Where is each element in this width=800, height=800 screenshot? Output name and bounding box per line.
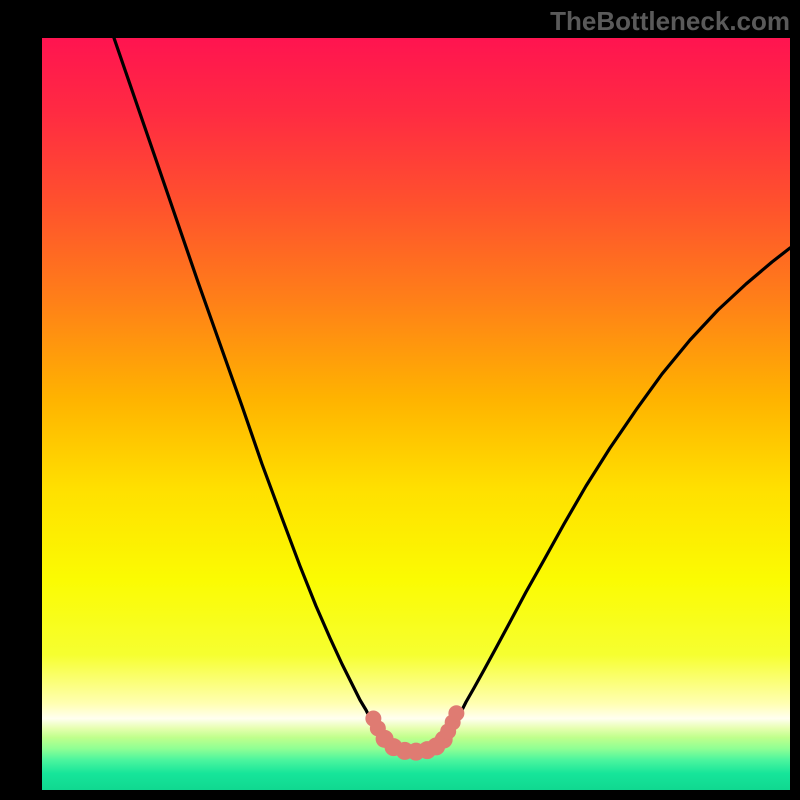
watermark-text: TheBottleneck.com xyxy=(550,6,790,37)
chart-plot-area xyxy=(42,38,790,790)
valley-marker xyxy=(448,705,464,721)
chart-svg xyxy=(42,38,790,790)
